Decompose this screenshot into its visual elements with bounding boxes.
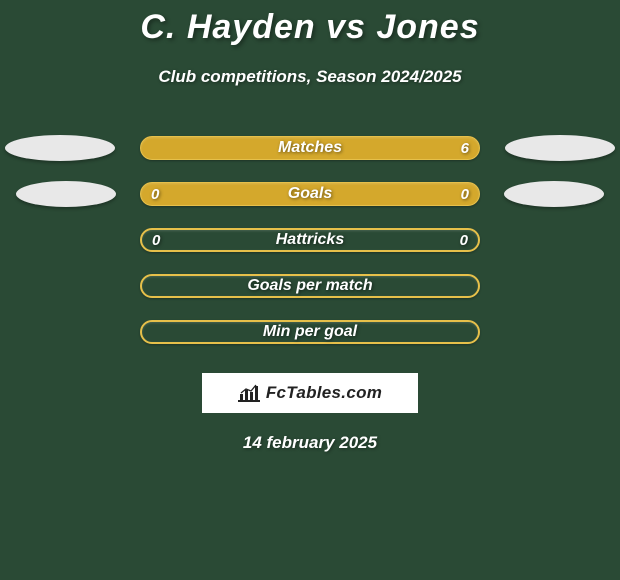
stat-label: Goals per match	[247, 277, 372, 295]
page-title: C. Hayden vs Jones	[0, 0, 620, 47]
stat-rows: Matches 6 0 Goals 0 0 Hattricks 0 Goals per matc…	[0, 125, 620, 355]
stat-row: Min per goal	[0, 309, 620, 355]
stat-bar: 0 Hattricks 0	[140, 228, 480, 252]
left-ellipse	[16, 181, 116, 207]
stat-row: Matches 6	[0, 125, 620, 171]
logo-text: FcTables.com	[266, 383, 382, 403]
left-value: 0	[151, 186, 159, 203]
logo-box: FcTables.com	[202, 373, 418, 413]
left-value: 0	[152, 232, 160, 249]
stat-row: 0 Hattricks 0	[0, 217, 620, 263]
stat-row: Goals per match	[0, 263, 620, 309]
right-value: 0	[461, 186, 469, 203]
stat-label: Matches	[278, 139, 342, 157]
stat-label: Hattricks	[276, 231, 344, 249]
right-value: 0	[460, 232, 468, 249]
subtitle: Club competitions, Season 2024/2025	[0, 67, 620, 87]
date-label: 14 february 2025	[0, 433, 620, 453]
right-value: 6	[461, 140, 469, 157]
stat-bar: Matches 6	[140, 136, 480, 160]
chart-icon	[238, 384, 260, 402]
stat-label: Min per goal	[263, 323, 357, 341]
stat-bar: Min per goal	[140, 320, 480, 344]
stat-label: Goals	[288, 185, 332, 203]
stat-bar: Goals per match	[140, 274, 480, 298]
stat-bar: 0 Goals 0	[140, 182, 480, 206]
left-ellipse	[5, 135, 115, 161]
stat-row: 0 Goals 0	[0, 171, 620, 217]
right-ellipse	[504, 181, 604, 207]
right-ellipse	[505, 135, 615, 161]
